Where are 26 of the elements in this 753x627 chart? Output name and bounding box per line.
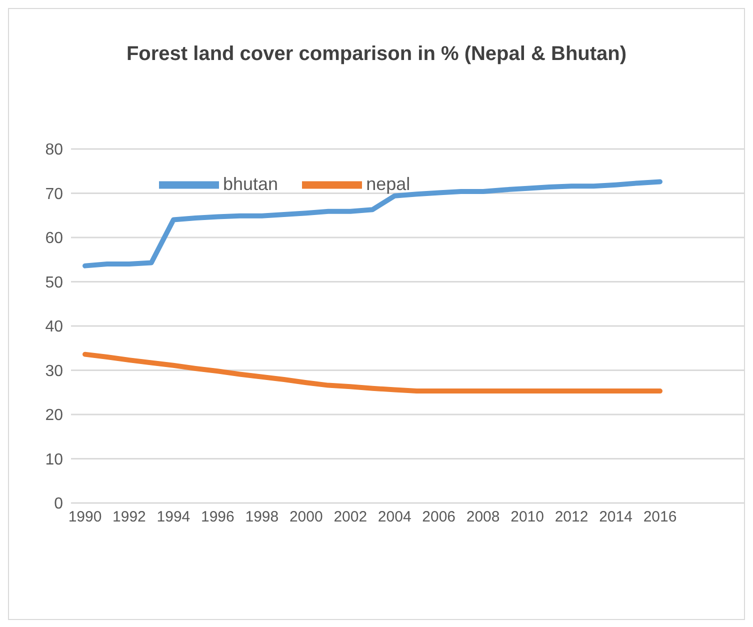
x-tick-label: 2000 [289,508,323,526]
x-tick-label: 1998 [245,508,279,526]
chart-title: Forest land cover comparison in % (Nepal & Bhutan) [125,42,628,67]
x-tick-label: 2006 [422,508,456,526]
y-tick-label: 0 [54,496,64,513]
x-tick-label: 2002 [334,508,368,526]
y-tick-label: 60 [45,230,64,248]
y-tick-label: 30 [45,362,64,380]
x-tick-label: 2014 [599,508,632,526]
y-tick-label: 80 [45,142,64,159]
legend-label: nepal [366,174,410,194]
x-tick-label: 2008 [466,508,500,526]
y-tick-label: 20 [45,407,64,424]
x-tick-label: 2010 [510,508,544,526]
y-tick-label: 40 [45,318,64,336]
x-tick-label: 1996 [201,508,234,526]
x-tick-label: 1992 [112,508,146,526]
legend-label: bhutan [223,174,278,194]
y-tick-label: 70 [45,186,64,203]
x-tick-label: 2012 [554,508,588,526]
y-tick-label: 50 [45,274,64,292]
x-tick-label: 1990 [68,508,102,526]
x-tick-label: 2016 [643,508,677,526]
x-tick-label: 1994 [156,508,190,526]
y-tick-label: 10 [45,451,64,468]
x-tick-label: 2004 [378,508,412,526]
